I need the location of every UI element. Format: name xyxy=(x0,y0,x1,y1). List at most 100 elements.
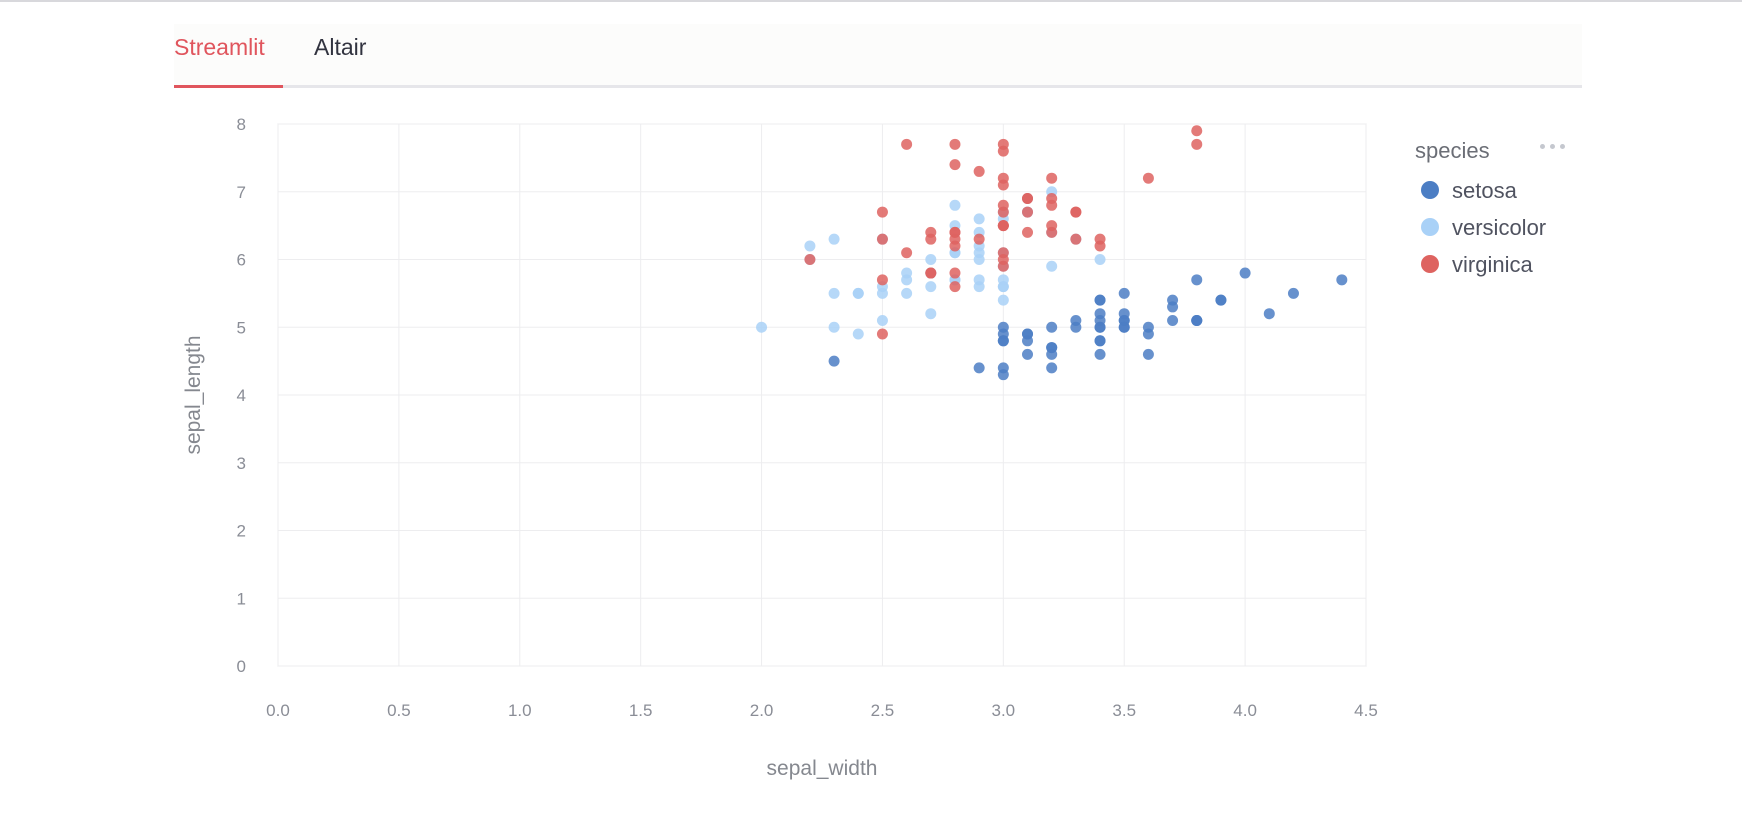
data-point-setosa xyxy=(1167,301,1179,313)
x-tick-label: 1.0 xyxy=(508,701,532,720)
data-point-setosa xyxy=(1094,335,1106,347)
data-point-setosa xyxy=(1070,321,1082,333)
legend-label-versicolor: versicolor xyxy=(1452,215,1546,240)
legend-swatch-virginica xyxy=(1421,255,1439,273)
data-point-virginica xyxy=(997,260,1009,272)
data-point-virginica xyxy=(876,274,888,286)
y-tick-label: 2 xyxy=(237,522,246,541)
data-point-setosa xyxy=(1022,348,1034,360)
data-point-virginica xyxy=(973,165,985,177)
tab-streamlit[interactable]: Streamlit xyxy=(174,34,265,60)
data-point-setosa xyxy=(1046,321,1058,333)
data-point-virginica xyxy=(949,233,961,245)
data-point-setosa xyxy=(1167,314,1179,326)
data-point-virginica xyxy=(1022,226,1034,238)
tab-bar: Streamlit Altair xyxy=(174,24,1582,88)
legend-swatch-setosa xyxy=(1421,181,1439,199)
chart-menu-dots-icon[interactable] xyxy=(1540,136,1572,156)
data-point-versicolor xyxy=(973,274,985,286)
data-point-versicolor xyxy=(1046,260,1058,272)
data-point-setosa xyxy=(1094,348,1106,360)
y-tick-label: 6 xyxy=(237,251,246,270)
y-tick-label: 7 xyxy=(237,183,246,202)
data-point-setosa xyxy=(828,355,840,367)
data-point-virginica xyxy=(949,281,961,293)
data-point-versicolor xyxy=(973,254,985,265)
data-point-virginica xyxy=(1070,233,1082,245)
data-point-setosa xyxy=(1263,308,1275,320)
data-point-setosa xyxy=(1118,308,1130,320)
data-point-versicolor xyxy=(973,213,985,225)
data-point-virginica xyxy=(949,159,961,171)
y-tick-label: 3 xyxy=(237,454,246,473)
data-point-virginica xyxy=(925,233,937,245)
legend-swatch-versicolor xyxy=(1421,218,1439,236)
data-point-virginica xyxy=(997,220,1009,232)
legend-label-setosa: setosa xyxy=(1452,178,1518,203)
y-tick-label: 0 xyxy=(237,657,246,676)
data-point-setosa xyxy=(1094,314,1106,326)
x-tick-label: 4.0 xyxy=(1233,701,1257,720)
data-point-setosa xyxy=(1118,321,1130,333)
x-tick-label: 3.0 xyxy=(992,701,1016,720)
data-point-virginica xyxy=(804,254,816,265)
top-border xyxy=(0,0,1742,2)
data-point-versicolor xyxy=(852,328,864,340)
data-point-setosa xyxy=(1336,274,1348,286)
x-tick-label: 4.5 xyxy=(1354,701,1378,720)
data-point-virginica xyxy=(997,138,1009,150)
data-point-versicolor xyxy=(997,294,1009,306)
data-point-setosa xyxy=(1191,314,1203,326)
data-point-virginica xyxy=(997,206,1009,218)
x-tick-label: 0.0 xyxy=(266,701,290,720)
y-tick-label: 5 xyxy=(237,318,246,337)
data-point-versicolor xyxy=(1094,254,1106,265)
data-point-versicolor xyxy=(828,233,840,245)
tab-bar-divider xyxy=(174,85,1582,88)
x-tick-label: 3.5 xyxy=(1112,701,1136,720)
data-point-versicolor xyxy=(828,287,840,299)
data-point-versicolor xyxy=(876,314,888,326)
data-point-setosa xyxy=(1142,348,1154,360)
data-point-setosa xyxy=(1215,294,1227,306)
y-tick-label: 8 xyxy=(237,115,246,134)
data-point-versicolor xyxy=(804,240,816,252)
data-point-setosa xyxy=(1287,287,1299,299)
data-point-virginica xyxy=(876,328,888,340)
data-point-virginica xyxy=(949,267,961,279)
data-point-virginica xyxy=(997,172,1009,184)
x-tick-label: 0.5 xyxy=(387,701,411,720)
data-point-virginica xyxy=(1094,240,1106,252)
data-point-setosa xyxy=(997,362,1009,374)
tab-altair[interactable]: Altair xyxy=(314,34,367,60)
data-point-virginica xyxy=(1070,206,1082,218)
data-point-virginica xyxy=(949,138,961,150)
data-point-setosa xyxy=(1142,328,1154,340)
data-point-versicolor xyxy=(901,267,913,279)
data-point-virginica xyxy=(973,233,985,245)
data-point-setosa xyxy=(1022,328,1034,340)
data-point-versicolor xyxy=(997,274,1009,286)
data-point-setosa xyxy=(997,335,1009,347)
data-point-virginica xyxy=(1142,172,1154,184)
data-point-versicolor xyxy=(901,287,913,299)
data-point-virginica xyxy=(1046,199,1058,211)
data-point-setosa xyxy=(1046,362,1058,374)
active-tab-indicator xyxy=(174,85,283,88)
data-point-virginica xyxy=(876,233,888,245)
data-point-versicolor xyxy=(756,321,768,333)
data-point-setosa xyxy=(1046,348,1058,360)
legend-label-virginica: virginica xyxy=(1452,252,1533,277)
data-point-virginica xyxy=(925,267,937,279)
x-tick-label: 2.0 xyxy=(750,701,774,720)
data-point-virginica xyxy=(901,138,913,150)
legend-title: species xyxy=(1415,138,1490,163)
x-tick-label: 1.5 xyxy=(629,701,653,720)
data-point-setosa xyxy=(997,321,1009,333)
data-point-virginica xyxy=(1022,206,1034,218)
x-axis-title: sepal_width xyxy=(767,757,878,780)
data-point-versicolor xyxy=(925,281,937,293)
data-point-setosa xyxy=(1239,267,1251,279)
data-point-setosa xyxy=(1094,294,1106,306)
data-point-versicolor xyxy=(876,287,888,299)
